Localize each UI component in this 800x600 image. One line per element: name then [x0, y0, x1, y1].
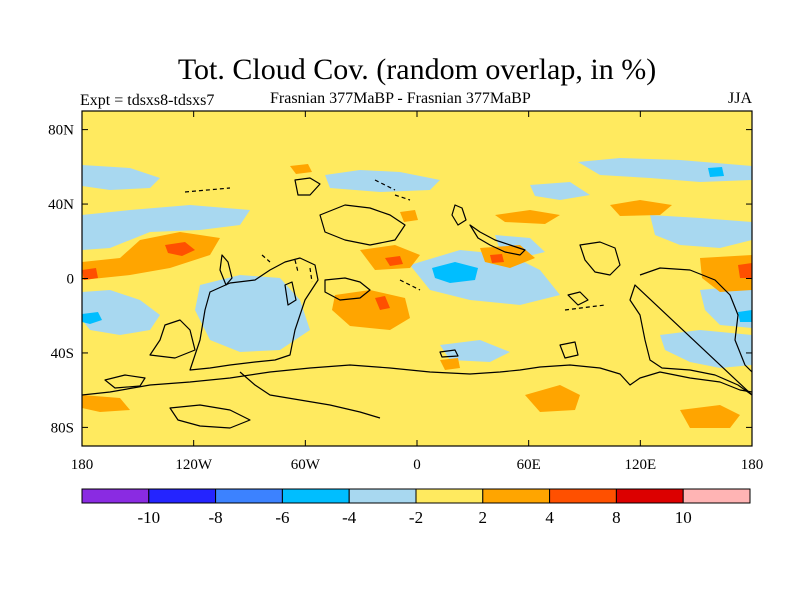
region-tropics-east — [410, 250, 560, 305]
coastline-central-block — [324, 277, 371, 301]
strong-negative-regions — [82, 167, 752, 324]
spot-tropics-center — [385, 256, 403, 266]
colorbar-label: -8 — [209, 508, 223, 527]
coastline-archipelago-c — [284, 281, 297, 306]
experiment-label: Expt = tdsxs8-tdsxs7 — [80, 92, 215, 109]
coastline-southern-lobe — [169, 404, 251, 429]
lon-tick-label: 180 — [741, 457, 764, 473]
region-north-east — [610, 200, 672, 216]
colorbar-swatch — [482, 488, 551, 504]
region-north-east-band — [650, 215, 752, 248]
colorbar-swatch — [682, 488, 751, 504]
latitude-axis: 80N 40N 0 40S 80S — [48, 123, 752, 436]
region-south-east-band — [660, 330, 752, 368]
colorbar-swatch — [81, 488, 150, 504]
coastline-small-island-s — [559, 341, 579, 359]
coastline-east-island — [451, 204, 467, 226]
region-north-pacific — [82, 165, 160, 190]
colorbar-swatch — [615, 488, 684, 504]
continent-outlines — [82, 177, 752, 429]
region-north-atlantic-2 — [400, 210, 418, 222]
region-north-center — [495, 210, 560, 224]
coastline-small-island-c — [439, 349, 459, 358]
region-north-atlantic — [325, 170, 440, 192]
colorbar-swatch — [215, 488, 283, 504]
spot-east-coast — [738, 310, 752, 322]
coastline-east-arc — [469, 224, 526, 256]
colorbar: -10 -8 -6 -4 -2 2 4 8 10 — [81, 488, 751, 527]
region-tropical-atlantic — [332, 290, 410, 330]
lon-tick-label: 60W — [291, 457, 321, 473]
coastline-southern-arc — [239, 371, 381, 419]
colorbar-swatch — [281, 488, 350, 504]
colorbar-label: 4 — [545, 508, 554, 527]
colorbar-label: 8 — [612, 508, 621, 527]
region-high-north-east — [578, 158, 752, 182]
region-south-east — [525, 385, 580, 412]
lat-tick-label: 0 — [67, 272, 75, 288]
lon-tick-label: 60E — [517, 457, 541, 473]
colorbar-swatch — [415, 488, 484, 504]
lat-tick-label: 80N — [48, 123, 74, 139]
period-label: Frasnian 377MaBP - Frasnian 377MaBP — [270, 90, 531, 107]
colorbar-label: -10 — [137, 508, 160, 527]
colorbar-label: 2 — [479, 508, 488, 527]
region-north-isolated — [290, 164, 312, 174]
region-east-pacific-north — [82, 205, 250, 250]
coastline-small-island-e — [567, 291, 589, 306]
coastline-north-dashes — [184, 179, 606, 311]
spot-equatorial-pacific — [165, 242, 195, 256]
spot-tropical-atlantic — [375, 296, 390, 310]
region-equatorial-west — [82, 290, 160, 335]
region-south-american — [195, 275, 310, 352]
lon-tick-label: 120W — [175, 457, 213, 473]
region-west-band — [530, 182, 590, 200]
region-south-pacific — [82, 395, 130, 412]
spot-tropical-east — [432, 262, 478, 283]
spot-east-pacific-n — [738, 263, 752, 278]
colorbar-swatch — [348, 488, 417, 504]
map-title: Tot. Cloud Cov. (random overlap, in %) — [177, 53, 657, 86]
lon-tick-label: 0 — [413, 457, 421, 473]
coastline-north-isolated — [294, 177, 321, 196]
colorbar-swatch — [549, 488, 617, 504]
spot-north-east — [708, 167, 724, 177]
coastline-gondwana-south — [82, 364, 752, 396]
strong-positive-regions — [82, 242, 752, 310]
region-south-small — [440, 358, 460, 370]
spot-equatorial-west — [82, 312, 102, 324]
coastline-south-america-block — [189, 257, 319, 371]
map-field — [82, 111, 752, 446]
coastline-archipelago-w — [219, 254, 233, 286]
colorbar-label: 10 — [675, 508, 692, 527]
region-far-south-east — [680, 405, 740, 428]
region-east-pacific-n — [700, 255, 752, 292]
coastline-east-continent — [629, 267, 752, 396]
colorbar-label: -4 — [342, 508, 357, 527]
lon-tick-label: 180 — [71, 457, 94, 473]
coastline-north-central — [319, 204, 406, 246]
lat-tick-label: 40S — [51, 346, 74, 362]
colorbar-label: -2 — [409, 508, 423, 527]
longitude-axis: 180 120W 60W 0 60E 120E 180 — [71, 111, 764, 473]
lat-tick-label: 80S — [51, 420, 74, 436]
colorbar-swatch — [148, 488, 217, 504]
negative-anomaly-regions — [82, 158, 752, 368]
coastline-asian-block — [579, 241, 621, 276]
season-label: JJA — [727, 90, 752, 107]
spot-far-west — [82, 268, 98, 280]
spot-indian-n — [490, 254, 504, 263]
coastline-south-pacific-islands — [104, 374, 146, 389]
colorbar-label: -6 — [275, 508, 289, 527]
lat-tick-label: 40N — [48, 197, 74, 213]
coastline-africa-block — [149, 319, 196, 359]
lon-tick-label: 120E — [624, 457, 656, 473]
region-east-coast — [700, 285, 752, 328]
